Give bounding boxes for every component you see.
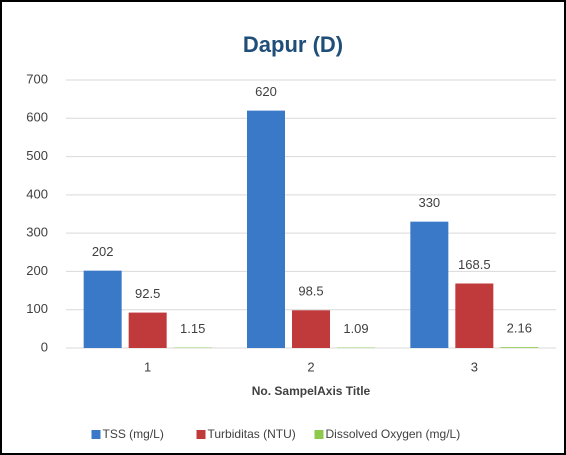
x-tick-label: 2 [307,359,314,374]
y-tick-label: 500 [26,148,48,163]
legend-label: Dissolved Oxygen (mg/L) [326,427,461,441]
x-tick-label: 1 [144,359,151,374]
y-tick-label: 400 [26,186,48,201]
legend-swatch [314,430,324,439]
y-tick-label: 600 [26,110,48,125]
bar [292,310,330,348]
bar [247,110,285,348]
bar [500,347,539,348]
value-label: 98.5 [298,284,323,299]
value-label: 2.16 [507,321,532,336]
chart-title: Dapur (D) [243,32,343,57]
legend-swatch [196,430,206,439]
bar [410,221,449,348]
value-label: 620 [255,84,277,99]
x-axis-title: No. SampelAxis Title [252,384,371,398]
value-label: 92.5 [135,286,160,301]
legend-swatch [91,430,101,439]
bar [455,283,494,348]
value-label: 1.09 [343,321,368,336]
value-label: 330 [418,195,440,210]
y-tick-label: 100 [26,301,48,316]
value-label: 1.15 [180,321,205,336]
legend-label: TSS (mg/L) [103,427,164,441]
y-tick-label: 700 [26,71,48,86]
y-tick-label: 200 [26,263,48,278]
bar [83,270,122,348]
x-tick-label: 3 [471,359,478,374]
value-label: 202 [92,244,114,259]
value-label: 168.5 [458,257,491,272]
legend-label: Turbiditas (NTU) [208,427,296,441]
bar [128,312,167,348]
y-tick-label: 300 [26,225,48,240]
y-tick-label: 0 [41,339,48,354]
